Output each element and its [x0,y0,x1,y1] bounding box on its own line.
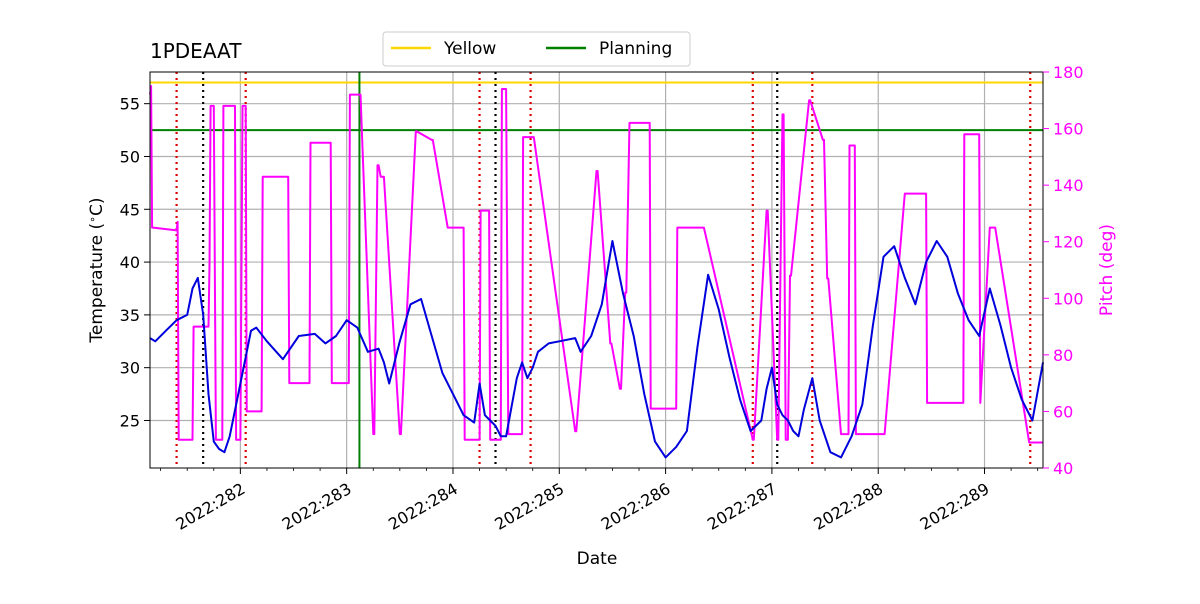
legend-box [382,31,691,67]
legend-label-planning: Planning [599,39,672,59]
chart-title: 1PDEAAT [150,39,242,63]
reference-lines [150,72,1043,468]
y-tick-label: 40 [120,253,140,272]
y-axis-label: Temperature (∘C) [86,197,108,343]
y2-tick-label: 100 [1053,289,1084,308]
y2-axis-label: Pitch (deg) [1097,224,1117,316]
legend: Yellow Planning [382,31,691,67]
y2-tick-label: 160 [1053,120,1084,139]
pitch-line [149,85,1043,444]
y-tick-label: 35 [120,306,140,325]
y2-tick-label: 120 [1053,233,1084,252]
y2-tick-label: 180 [1053,63,1084,82]
y2-tick-label: 140 [1053,176,1084,195]
y-tick-label: 55 [120,95,140,114]
y-tick-label: 30 [120,359,140,378]
y-tick-label: 25 [120,411,140,430]
y2-tick-label: 40 [1053,459,1073,478]
plot-frame [149,71,1044,469]
y2-tick-label: 60 [1053,402,1073,421]
data-series [149,85,1044,459]
temperature-line [149,240,1044,459]
grid [150,72,1043,468]
y-tick-label: 45 [120,200,140,219]
y2-tick-label: 80 [1053,346,1073,365]
legend-label-yellow: Yellow [443,39,496,59]
x-axis-label: Date [577,549,618,569]
y-tick-label: 50 [120,147,140,166]
